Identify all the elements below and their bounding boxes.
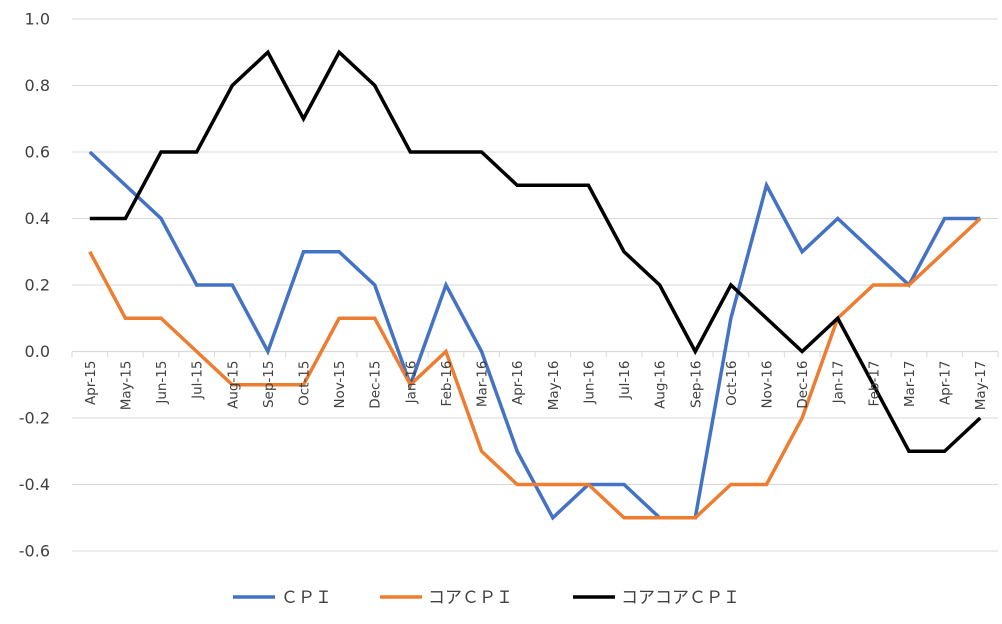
- legend-label: コアコアＣＰＩ: [621, 588, 740, 608]
- legend-label: コアＣＰＩ: [428, 588, 513, 608]
- x-tick-label: Dec-16: [795, 361, 811, 409]
- x-axis: [71, 350, 999, 358]
- x-tick-label: Jul-16: [617, 361, 633, 400]
- x-tick-label: Jul-15: [190, 361, 206, 400]
- x-tick-label: Dec-15: [368, 361, 384, 409]
- y-axis-tick-labels: 1.0 0.8 0.6 0.4 0.2 0.0 -0.2 -0.4 -0.6: [19, 10, 50, 561]
- x-axis-tick-labels: Apr-15 May-15 Jun-15 Jul-15 Aug-15 Sep-15 Oct-…: [83, 360, 989, 410]
- x-tick-label: Aug-16: [653, 361, 669, 409]
- x-tick-label: Apr-17: [938, 361, 954, 406]
- x-tick-label: Jun-15: [154, 361, 170, 405]
- x-tick-label: May-15: [118, 361, 134, 411]
- x-tick-label: Sep-15: [261, 361, 277, 409]
- x-tick-label: Oct-15: [297, 361, 313, 406]
- x-tick-label: Nov-16: [760, 361, 776, 409]
- x-tick-label: Feb-16: [439, 361, 455, 407]
- x-tick-label: May-17: [973, 361, 989, 411]
- y-tick-label: 0.0: [25, 342, 50, 361]
- series-line-2: [89, 49, 982, 453]
- x-tick-label: Oct-16: [724, 361, 740, 406]
- y-tick-label: 0.6: [25, 143, 50, 162]
- y-tick-label: -0.4: [19, 475, 50, 494]
- x-tick-label: Mar-16: [475, 360, 491, 407]
- series-line-1: [88, 217, 982, 520]
- legend: ＣＰＩ コアＣＰＩ コアコアＣＰＩ: [233, 588, 740, 608]
- legend-label: ＣＰＩ: [281, 588, 332, 608]
- x-tick-label: Jan-17: [831, 361, 847, 405]
- x-tick-label: Aug-15: [225, 361, 241, 409]
- y-tick-label: 0.4: [25, 209, 50, 228]
- x-tick-label: May-16: [546, 361, 562, 411]
- x-tick-label: Sep-16: [688, 361, 704, 409]
- x-tick-label: Apr-15: [83, 361, 99, 406]
- y-tick-label: -0.6: [19, 542, 50, 561]
- x-tick-label: Feb-17: [866, 361, 882, 407]
- x-tick-label: Apr-16: [510, 361, 526, 406]
- x-tick-label: Jan-16: [403, 361, 419, 405]
- y-tick-label: -0.2: [19, 409, 50, 428]
- series-lines: [88, 49, 982, 521]
- x-tick-label: Mar-17: [902, 361, 918, 408]
- x-tick-label: Nov-15: [332, 361, 348, 409]
- x-tick-label: Jun-16: [581, 361, 597, 405]
- y-tick-label: 0.8: [25, 76, 50, 95]
- y-tick-label: 1.0: [25, 10, 50, 29]
- y-tick-label: 0.2: [25, 276, 50, 295]
